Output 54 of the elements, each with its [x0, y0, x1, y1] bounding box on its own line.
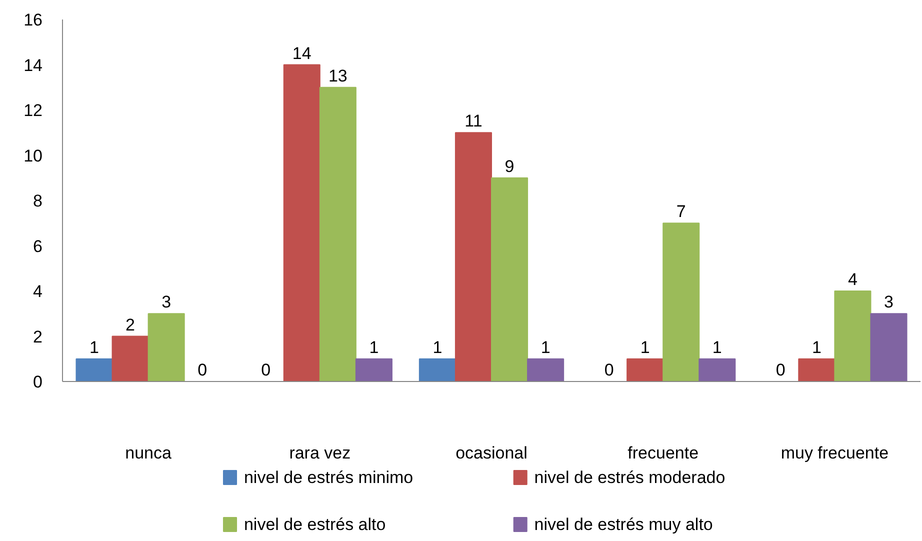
data-label: 11 — [464, 112, 482, 131]
legend-label: nivel de estrés alto — [244, 515, 386, 534]
data-label: 3 — [884, 292, 894, 312]
data-label: 1 — [640, 338, 650, 357]
bar — [319, 86, 356, 382]
x-tick-label: ocasional — [456, 444, 528, 462]
data-label: 1 — [369, 338, 379, 357]
data-label: 14 — [292, 44, 312, 63]
legend-label: nivel de estrés muy alto — [534, 515, 713, 534]
bar — [355, 358, 392, 382]
y-tick-label: 4 — [33, 282, 43, 301]
data-label: 0 — [604, 360, 614, 380]
data-label: 1 — [432, 338, 442, 357]
bar — [418, 358, 456, 382]
data-label: 13 — [328, 66, 348, 86]
data-label: 1 — [90, 338, 99, 357]
y-tick-label: 16 — [24, 10, 43, 30]
bar — [834, 290, 872, 382]
data-label: 1 — [812, 338, 822, 357]
x-tick-label: muy frecuente — [780, 444, 889, 462]
bar — [283, 64, 320, 382]
data-label: 0 — [776, 360, 786, 380]
bar — [491, 177, 528, 382]
data-label: 7 — [676, 202, 686, 222]
data-label: 9 — [504, 156, 514, 176]
y-tick-label: 10 — [24, 146, 43, 166]
data-label: 1 — [540, 338, 550, 357]
x-tick-label: nunca — [125, 444, 172, 462]
bar — [626, 358, 664, 382]
data-label: 0 — [198, 360, 208, 380]
data-label: 0 — [261, 360, 271, 380]
bar — [698, 358, 736, 382]
data-label: 3 — [162, 292, 172, 312]
legend-label: nivel de estrés minimo — [244, 468, 414, 487]
y-tick-label: 14 — [24, 56, 43, 75]
y-tick-label: 6 — [33, 236, 43, 256]
data-label: 2 — [126, 315, 136, 334]
bar — [870, 313, 908, 382]
legend-label: nivel de estrés moderado — [534, 468, 726, 487]
y-tick-label: 0 — [33, 372, 43, 392]
bar — [527, 358, 564, 382]
bar — [112, 336, 149, 382]
bar — [76, 358, 113, 382]
y-tick-label: 8 — [33, 192, 43, 210]
data-label: 4 — [848, 270, 858, 289]
x-tick-label: frecuente — [628, 444, 699, 462]
y-tick-label: 2 — [33, 327, 43, 346]
y-tick-label: 12 — [24, 101, 43, 120]
x-tick-label: rara vez — [289, 444, 351, 462]
bar — [662, 222, 700, 382]
bar — [148, 313, 185, 382]
data-label: 1 — [712, 338, 722, 357]
bar — [454, 132, 492, 382]
bar — [798, 358, 836, 382]
